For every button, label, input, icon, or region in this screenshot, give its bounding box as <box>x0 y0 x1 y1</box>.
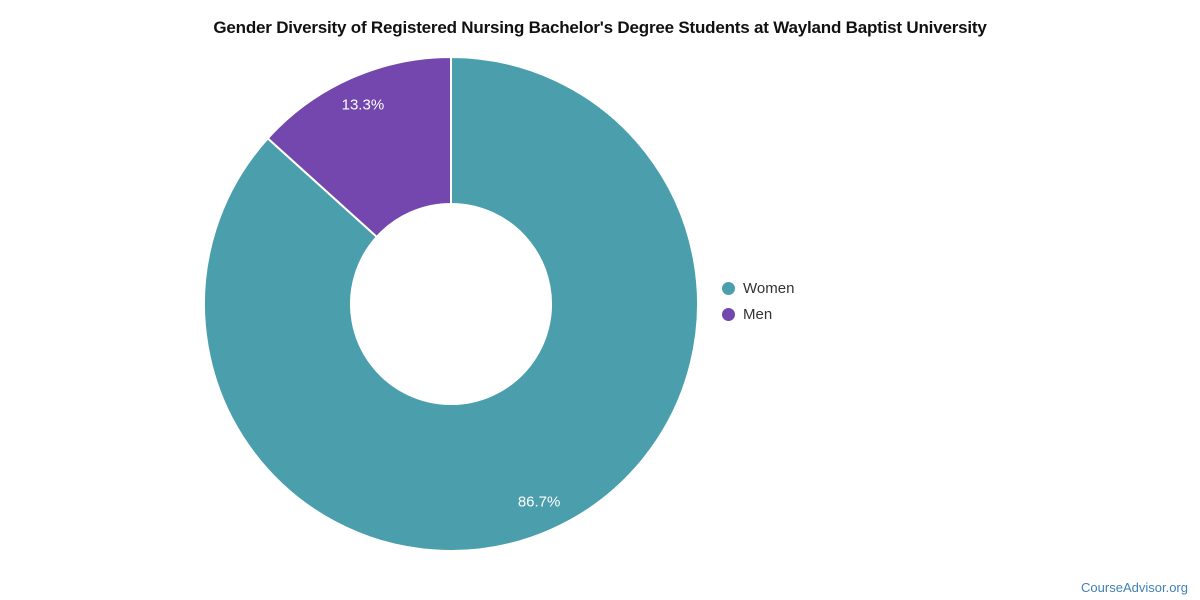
pie-slice-women[interactable] <box>203 56 699 552</box>
legend-marker-women-icon <box>722 282 735 295</box>
legend: Women Men <box>722 278 794 325</box>
watermark-link[interactable]: CourseAdvisor.org <box>1081 580 1188 595</box>
data-label-women: 86.7% <box>518 493 561 510</box>
legend-label-men: Men <box>743 306 773 323</box>
data-label-men: 13.3% <box>342 97 385 114</box>
legend-item-men[interactable]: Men <box>722 304 794 325</box>
legend-label-women: Women <box>743 280 795 297</box>
pie-slice-men[interactable] <box>266 56 452 238</box>
legend-item-women[interactable]: Women <box>722 278 794 299</box>
legend-marker-men-icon <box>722 308 735 321</box>
chart-title: Gender Diversity of Registered Nursing B… <box>213 18 987 37</box>
